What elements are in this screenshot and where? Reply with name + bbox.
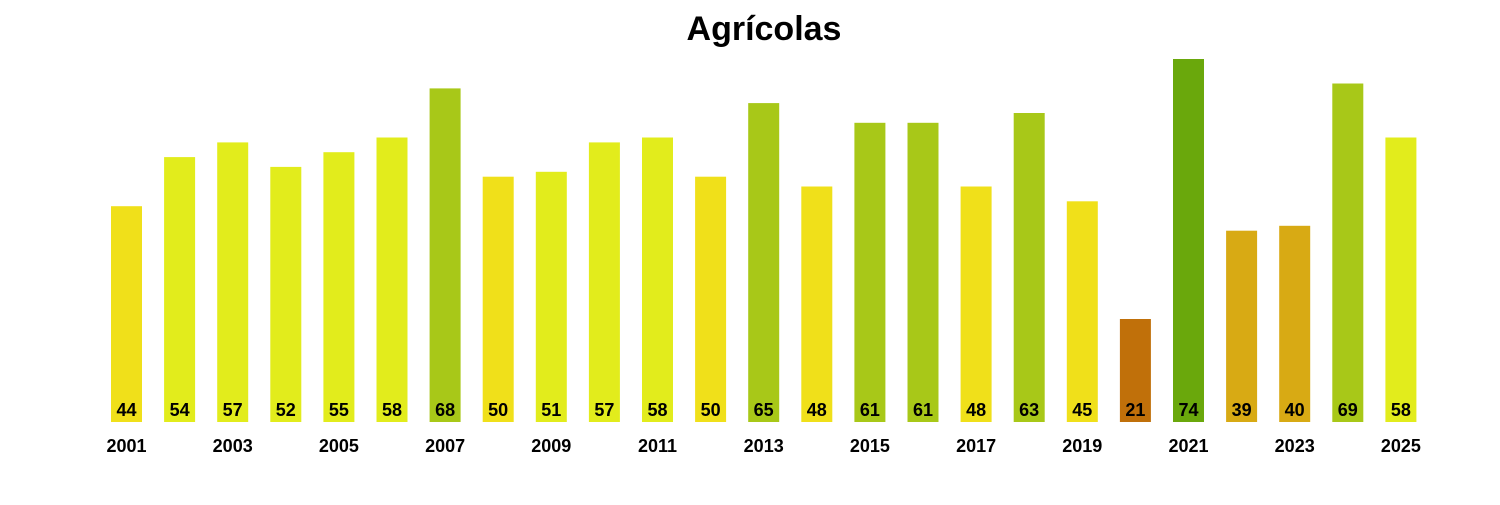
- bar-2003: [217, 142, 249, 422]
- data-label-2023: 40: [1285, 400, 1305, 420]
- bar-2002: [164, 157, 196, 422]
- data-label-2019: 45: [1072, 400, 1092, 420]
- data-label-2012: 50: [701, 400, 721, 420]
- data-label-2011: 58: [647, 400, 667, 420]
- data-label-2017: 48: [966, 400, 986, 420]
- data-label-2005: 55: [329, 400, 349, 420]
- x-tick-label-2023: 2023: [1275, 436, 1315, 456]
- data-label-2001: 44: [116, 400, 136, 420]
- x-tick-label-2025: 2025: [1381, 436, 1421, 456]
- data-label-2002: 54: [170, 400, 190, 420]
- data-label-2014: 48: [807, 400, 827, 420]
- bar-2020: [1119, 319, 1151, 422]
- x-tick-label-2017: 2017: [956, 436, 996, 456]
- data-label-2010: 57: [594, 400, 614, 420]
- bar-2004: [270, 166, 302, 422]
- data-label-2025: 58: [1391, 400, 1411, 420]
- data-label-2018: 63: [1019, 400, 1039, 420]
- bar-2006: [376, 137, 408, 422]
- data-label-2024: 69: [1338, 400, 1358, 420]
- bar-2024: [1332, 83, 1364, 422]
- bar-2008: [482, 176, 514, 422]
- chart-title: Agrícolas: [686, 10, 842, 48]
- data-label-2016: 61: [913, 400, 933, 420]
- bar-2019: [1066, 201, 1098, 422]
- x-tick-label-2021: 2021: [1168, 436, 1208, 456]
- x-tick-label-2001: 2001: [106, 436, 146, 456]
- bar-2021: [1173, 59, 1204, 422]
- bar-2013: [748, 103, 780, 422]
- x-tick-label-2007: 2007: [425, 436, 465, 456]
- x-tick-label-2003: 2003: [213, 436, 253, 456]
- bar-2005: [323, 152, 355, 422]
- x-tick-label-2019: 2019: [1062, 436, 1102, 456]
- bar-2016: [907, 122, 939, 423]
- x-tick-label-2005: 2005: [319, 436, 359, 456]
- bar-2025: [1385, 137, 1417, 422]
- data-label-2009: 51: [541, 400, 561, 420]
- data-label-2013: 65: [754, 400, 774, 420]
- bar-2001: [111, 206, 142, 422]
- bar-2014: [801, 186, 833, 422]
- bar-2017: [960, 186, 992, 422]
- data-label-2015: 61: [860, 400, 880, 420]
- data-label-2004: 52: [276, 400, 296, 420]
- bar-2023: [1279, 225, 1311, 422]
- data-label-2021: 74: [1178, 400, 1198, 420]
- data-label-2006: 58: [382, 400, 402, 420]
- x-tick-label-2015: 2015: [850, 436, 890, 456]
- bar-2009: [535, 171, 567, 422]
- x-tick-label-2011: 2011: [638, 436, 677, 456]
- x-tick-label-2009: 2009: [531, 436, 571, 456]
- data-label-2003: 57: [223, 400, 243, 420]
- bar-2015: [854, 122, 886, 423]
- bar-2022: [1226, 230, 1258, 422]
- data-label-2007: 68: [435, 400, 455, 420]
- bar-2010: [588, 142, 620, 422]
- data-label-2008: 50: [488, 400, 508, 420]
- data-label-2022: 39: [1232, 400, 1252, 420]
- bar-2007: [429, 88, 461, 423]
- bar-2012: [695, 176, 727, 422]
- bar-2011: [642, 137, 673, 422]
- bar-2018: [1013, 113, 1045, 422]
- x-tick-label-2013: 2013: [744, 436, 784, 456]
- data-label-2020: 21: [1125, 400, 1145, 420]
